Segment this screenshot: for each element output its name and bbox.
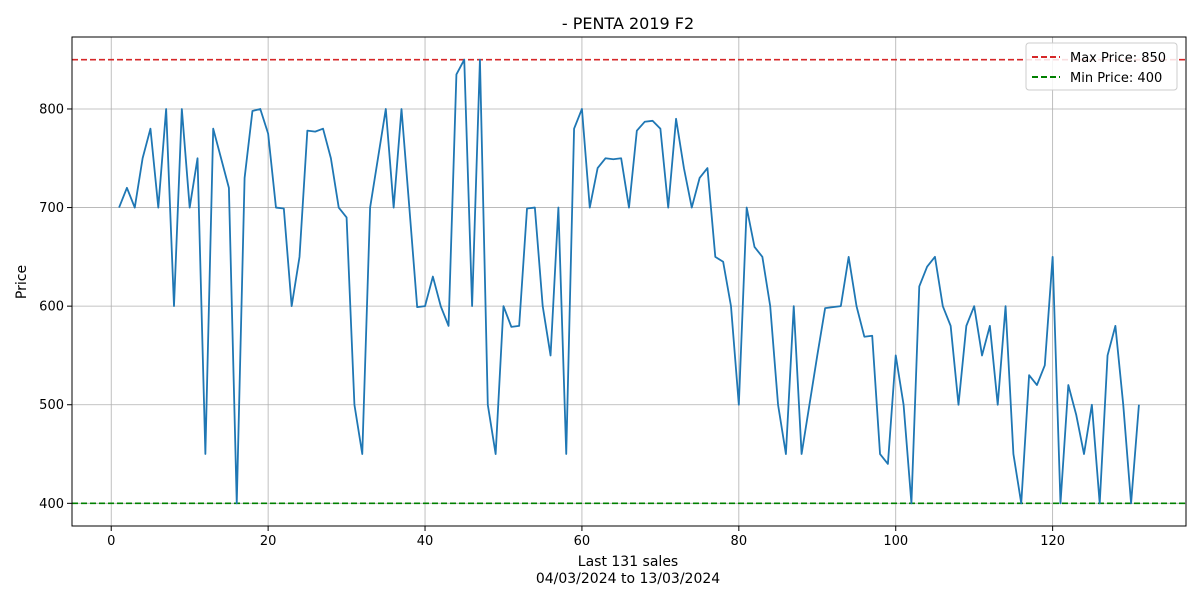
x-axis-ticks: 0 20 40 60 80 100 120	[107, 526, 1065, 549]
x-tick-label: 60	[574, 534, 591, 549]
plot-frame	[71, 36, 1187, 527]
x-tick-label: 120	[1040, 534, 1065, 549]
x-axis-date-range: 04/03/2024 to 13/03/2024	[536, 571, 720, 587]
x-tick-label: 20	[260, 534, 277, 549]
reference-lines	[72, 58, 1186, 505]
y-tick-label: 800	[39, 102, 64, 117]
grid-lines	[72, 37, 1186, 526]
x-tick-label: 80	[731, 534, 748, 549]
x-tick-label: 100	[883, 534, 908, 549]
price-series-line	[118, 58, 1140, 505]
y-axis-ticks: 400 500 600 700 800	[39, 102, 72, 512]
x-tick-label: 0	[107, 534, 115, 549]
y-tick-label: 600	[39, 300, 64, 315]
y-tick-label: 500	[39, 398, 64, 413]
y-axis-title: Price	[14, 265, 30, 299]
legend-max-label: Max Price: 850	[1070, 51, 1166, 66]
x-tick-label: 40	[417, 534, 434, 549]
chart-title: - PENTA 2019 F2	[562, 14, 694, 33]
legend-min-label: Min Price: 400	[1070, 71, 1162, 86]
price-series	[118, 58, 1140, 505]
y-tick-label: 400	[39, 497, 64, 512]
y-tick-label: 700	[39, 201, 64, 216]
legend-box	[1025, 42, 1178, 91]
legend: Max Price: 850 Min Price: 400	[1025, 42, 1178, 91]
x-axis-title: Last 131 sales	[578, 554, 678, 570]
